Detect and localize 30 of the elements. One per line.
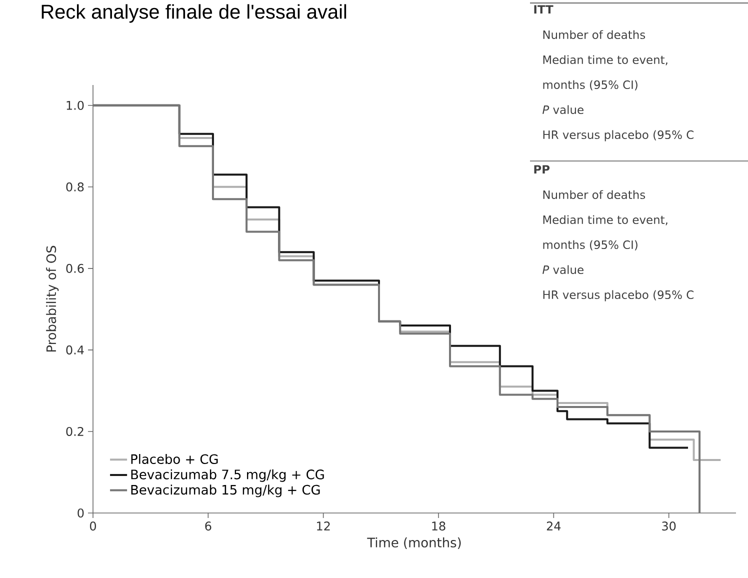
x-tick-label: 30 (662, 522, 676, 531)
annotation: P value (542, 105, 584, 114)
y-tick-label: 0.4 (66, 345, 84, 354)
x-axis-title: Time (months) (367, 537, 461, 549)
x-tick-label: 0 (90, 522, 96, 531)
annotation: PP (534, 165, 550, 174)
legend-label: Bevacizumab 15 mg/kg + CG (131, 484, 320, 498)
text: Median time to event, (543, 55, 668, 66)
x-tick-label: 6 (205, 522, 212, 531)
annotation: months (95% CI) (543, 240, 638, 250)
text: Number of deaths (543, 30, 646, 40)
y-tick-label: 0.8 (66, 182, 84, 192)
annotation: Median time to event, (543, 215, 668, 226)
y-tick-label: 1.0 (66, 100, 84, 110)
legend-label: Bevacizumab 7.5 mg/kg + CG (131, 469, 324, 482)
annotation: HR versus placebo (95% C (543, 130, 694, 142)
annotation: months (95% CI) (543, 80, 638, 90)
y-tick-label: 0.2 (66, 426, 84, 436)
x-tick-label: 12 (317, 522, 330, 530)
y-tick-label: 0 (78, 508, 84, 518)
chart-title: Reck analyse finale de l'essai avail (42, 4, 346, 23)
legend-label: Placebo + CG (131, 454, 218, 464)
annotation: HR versus placebo (95% C (543, 290, 694, 302)
x-tick-label: 24 (546, 522, 561, 530)
y-axis-title: Probability of OS (46, 246, 59, 352)
text: ITT (534, 5, 554, 14)
x-tick-label: 18 (432, 522, 446, 531)
annotation: P value (542, 265, 584, 274)
y-tick-label: 0.6 (66, 264, 84, 273)
annotation: Number of deaths (543, 190, 646, 200)
